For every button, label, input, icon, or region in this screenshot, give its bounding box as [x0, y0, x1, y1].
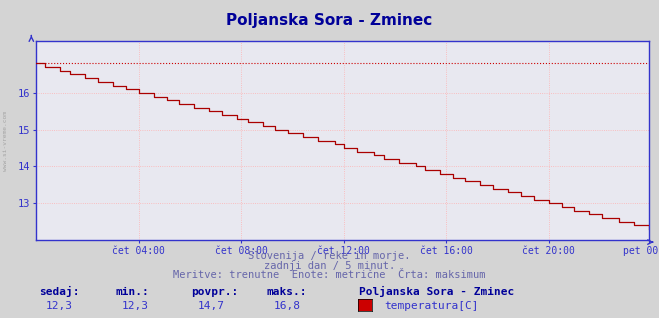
Text: Poljanska Sora - Zminec: Poljanska Sora - Zminec — [359, 286, 515, 297]
Text: povpr.:: povpr.: — [191, 287, 239, 297]
Text: 16,8: 16,8 — [273, 301, 301, 311]
Text: 14,7: 14,7 — [198, 301, 225, 311]
Text: 12,3: 12,3 — [122, 301, 149, 311]
Text: maks.:: maks.: — [267, 287, 307, 297]
Text: min.:: min.: — [115, 287, 149, 297]
Text: Poljanska Sora - Zminec: Poljanska Sora - Zminec — [227, 13, 432, 28]
Text: temperatura[C]: temperatura[C] — [384, 301, 478, 311]
Text: Slovenija / reke in morje.: Slovenija / reke in morje. — [248, 251, 411, 261]
Text: 12,3: 12,3 — [46, 301, 73, 311]
Text: www.si-vreme.com: www.si-vreme.com — [3, 111, 8, 171]
Text: Meritve: trenutne  Enote: metrične  Črta: maksimum: Meritve: trenutne Enote: metrične Črta: … — [173, 270, 486, 280]
Text: zadnji dan / 5 minut.: zadnji dan / 5 minut. — [264, 260, 395, 271]
Text: sedaj:: sedaj: — [40, 286, 80, 297]
